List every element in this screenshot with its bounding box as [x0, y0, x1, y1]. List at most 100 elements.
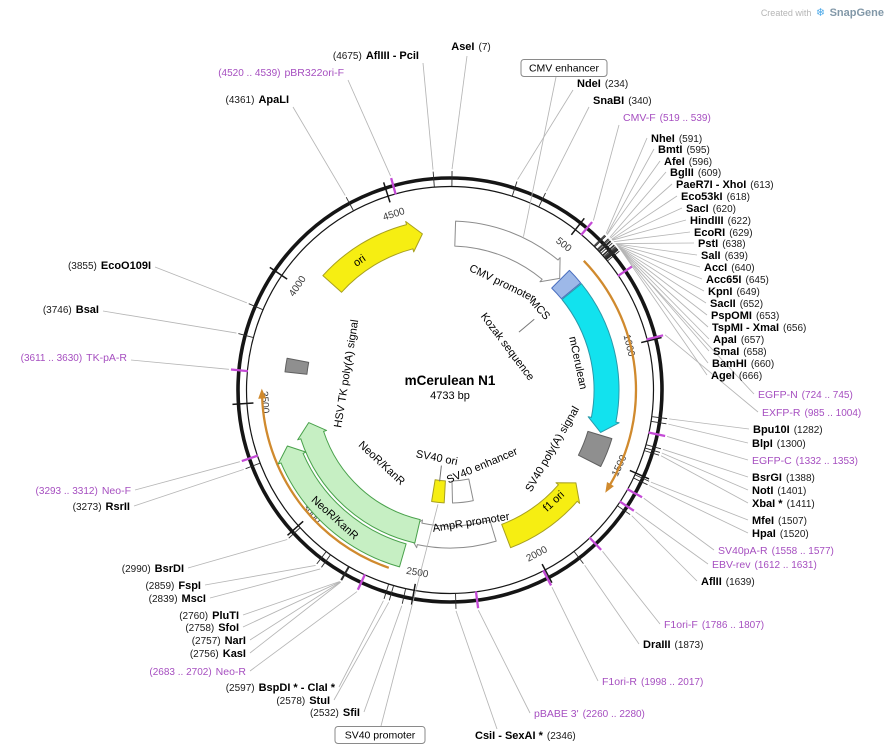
- feature-label-mcs-1[interactable]: MCS: [527, 296, 552, 322]
- feature-label-hsv-tk-poly-a-signal-11[interactable]: HSV TK poly(A) signal: [332, 319, 361, 429]
- feature-label-sv40-ori-8[interactable]: SV40 ori: [415, 448, 459, 468]
- primer-label-cmv-f[interactable]: CMV-F (519 .. 539): [623, 112, 711, 124]
- feature-neor-kanr-9[interactable]: [277, 445, 407, 568]
- site-label-bmti[interactable]: BmtI (595): [658, 144, 710, 156]
- site-label-acci[interactable]: AccI (640): [704, 262, 755, 274]
- primer-label-neo-r[interactable]: (2683 .. 2702) Neo-R: [149, 666, 246, 678]
- feature-label-box-cmv-enhancer[interactable]: [520, 59, 608, 77]
- site-label-afei[interactable]: AfeI (596): [664, 156, 712, 168]
- site-label-rsrii[interactable]: (3273) RsrII: [73, 501, 130, 513]
- site-label-paer7i-xhoi[interactable]: PaeR7I - XhoI (613): [676, 179, 774, 191]
- feature-label-kozak-sequence-2[interactable]: Kozak sequence: [478, 311, 537, 383]
- primer-tick-f1ori-r: [542, 569, 553, 586]
- site-label-ecoo109i[interactable]: (3855) EcoO109I: [68, 260, 151, 272]
- feature-label-ori-12[interactable]: ori: [351, 253, 368, 270]
- site-label-pluti[interactable]: (2760) PluTI: [179, 610, 239, 622]
- site-label-pspomi[interactable]: PspOMI (653): [711, 310, 779, 322]
- site-label-psti[interactable]: PstI (638): [698, 238, 746, 250]
- site-label-eco53ki[interactable]: Eco53kI (618): [681, 191, 750, 203]
- site-label-bglii[interactable]: BglII (609): [670, 167, 721, 179]
- feature-sv40-poly-a-signal-4[interactable]: [577, 430, 613, 467]
- site-tick-pspomi: [605, 247, 618, 259]
- feature-label-cmv-promoter-0[interactable]: CMV promoter: [467, 262, 537, 304]
- feature-mcs-1[interactable]: [551, 269, 582, 300]
- scale-tick-4000: [269, 266, 288, 280]
- site-label-agei[interactable]: AgeI (666): [711, 370, 762, 382]
- site-label-apali[interactable]: (4361) ApaLI: [226, 94, 289, 106]
- site-label-tspmi-xmai[interactable]: TspMI - XmaI (656): [712, 322, 806, 334]
- site-label-nhei[interactable]: NheI (591): [651, 133, 702, 145]
- feature-label-mcerulean-3[interactable]: mCerulean: [566, 335, 589, 390]
- feature-label-box-sv40-promoter[interactable]: [334, 726, 426, 744]
- site-label-kasi[interactable]: (2756) KasI: [190, 648, 246, 660]
- site-label-nari[interactable]: (2757) NarI: [192, 635, 246, 647]
- leader-ecori: [613, 231, 691, 243]
- site-tick-stui: [388, 585, 394, 601]
- feature-label-neor-kanr-10[interactable]: NeoR/KanR: [356, 439, 407, 488]
- leader-kpni: [617, 245, 705, 292]
- primer-label-ebv-rev[interactable]: EBV-rev (1612 .. 1631): [712, 559, 817, 571]
- feature-hsv-tk-poly-a-signal-11[interactable]: [284, 357, 310, 375]
- site-label-stui[interactable]: (2578) StuI: [276, 695, 330, 707]
- primer-label-tk-pa-r[interactable]: (3611 .. 3630) TK-pA-R: [21, 352, 128, 364]
- site-label-acc65i[interactable]: Acc65I (645): [706, 274, 769, 286]
- site-label-fspi[interactable]: (2859) FspI: [145, 580, 201, 592]
- site-label-csii-sexai[interactable]: CsiI - SexAI * (2346): [475, 730, 576, 742]
- site-label-apai[interactable]: ApaI (657): [713, 334, 764, 346]
- site-label-afliii-pcii[interactable]: (4675) AflIII - PciI: [333, 50, 419, 62]
- leader-msci: [209, 568, 321, 599]
- site-label-hpai[interactable]: HpaI (1520): [752, 528, 809, 540]
- site-label-aflii[interactable]: AflII (1639): [701, 576, 755, 588]
- primer-label-egfp-c[interactable]: EGFP-C (1332 .. 1353): [752, 455, 858, 467]
- primer-label-f1ori-r[interactable]: F1ori-R (1998 .. 2017): [602, 676, 703, 688]
- site-label-sfoi[interactable]: (2758) SfoI: [185, 622, 239, 634]
- site-label-ecori[interactable]: EcoRI (629): [694, 227, 753, 239]
- site-label-ndei[interactable]: NdeI (234): [577, 78, 628, 90]
- site-tick-bsrgi: [646, 444, 662, 450]
- site-label-asei[interactable]: AseI (7): [451, 41, 490, 53]
- primer-label-f1ori-f[interactable]: F1ori-F (1786 .. 1807): [664, 619, 764, 631]
- site-label-bsrdi[interactable]: (2990) BsrDI: [122, 563, 184, 575]
- primer-label-egfp-n[interactable]: EGFP-N (724 .. 745): [758, 389, 853, 401]
- site-label-sali[interactable]: SalI (639): [701, 250, 748, 262]
- site-label-saci[interactable]: SacI (620): [686, 203, 736, 215]
- primer-label-exfp-r[interactable]: EXFP-R (985 .. 1004): [762, 407, 861, 419]
- site-label-mfei[interactable]: MfeI (1507): [752, 515, 807, 527]
- primer-label-pbabe-3[interactable]: pBABE 3' (2260 .. 2280): [534, 708, 645, 720]
- primer-label-pbr322ori-f[interactable]: (4520 .. 4539) pBR322ori-F: [218, 67, 344, 79]
- site-tick-pluti: [340, 566, 349, 581]
- site-label-sacii[interactable]: SacII (652): [710, 298, 763, 310]
- site-label-blpi[interactable]: BlpI (1300): [752, 438, 806, 450]
- site-label-smai[interactable]: SmaI (658): [713, 346, 767, 358]
- primer-label-neo-f[interactable]: (3293 .. 3312) Neo-F: [36, 485, 131, 497]
- feature-f1-ori-5[interactable]: [501, 482, 581, 549]
- site-label-bsrgi[interactable]: BsrGI (1388): [752, 472, 815, 484]
- feature-cmv-promoter-0[interactable]: [454, 220, 561, 283]
- leader-xbai: [660, 455, 749, 504]
- site-label-xbai[interactable]: XbaI * (1411): [752, 498, 815, 510]
- site-label-bamhi[interactable]: BamHI (660): [712, 358, 774, 370]
- leader-f1ori-r: [551, 587, 599, 682]
- site-label-noti[interactable]: NotI (1401): [752, 485, 806, 497]
- scale-label-4500: 4500: [382, 206, 407, 223]
- site-tick-hpai: [633, 477, 648, 486]
- site-label-bspdi-clai[interactable]: (2597) BspDI * - ClaI *: [226, 682, 336, 694]
- site-label-draiii[interactable]: DraIII (1873): [643, 639, 703, 651]
- feature-sv40-enhancer-7[interactable]: [451, 478, 474, 504]
- site-label-bsai[interactable]: (3746) BsaI: [43, 304, 99, 316]
- feature-sv40-ori-8[interactable]: [431, 479, 446, 504]
- feature-ori-12[interactable]: [322, 221, 423, 293]
- feature-label-cmv-enhancer[interactable]: CMV enhancer: [529, 63, 600, 75]
- site-label-snabi[interactable]: SnaBI (340): [593, 95, 652, 107]
- site-label-bpu10i[interactable]: Bpu10I (1282): [753, 424, 823, 436]
- site-tick-blpi: [651, 421, 667, 425]
- feature-label-sv40-promoter[interactable]: SV40 promoter: [345, 730, 416, 742]
- site-label-msci[interactable]: (2839) MscI: [149, 593, 206, 605]
- primer-label-sv40pa-r[interactable]: SV40pA-R (1558 .. 1577): [718, 545, 834, 557]
- feature-label-sv40-poly-a-signal-4[interactable]: SV40 poly(A) signal: [523, 404, 582, 494]
- feature-mcerulean-3[interactable]: [561, 283, 620, 433]
- feature-neor-kanr-10[interactable]: [297, 422, 421, 544]
- site-label-kpni[interactable]: KpnI (649): [708, 286, 760, 298]
- site-label-hindiii[interactable]: HindIII (622): [690, 215, 751, 227]
- site-label-sfii[interactable]: (2532) SfiI: [310, 707, 360, 719]
